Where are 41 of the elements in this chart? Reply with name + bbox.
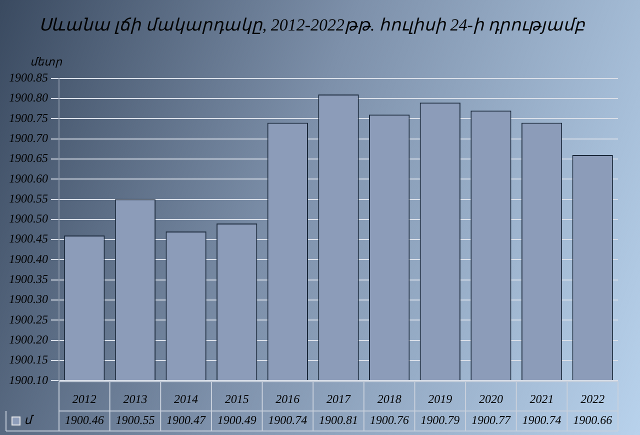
data-label: 1900.76 — [370, 413, 409, 428]
y-axis-title: մետր — [30, 56, 63, 68]
x-tick-label: 2016 — [276, 392, 300, 406]
x-tick-label: 2018 — [377, 392, 402, 406]
x-tick-label: 2017 — [326, 392, 352, 406]
y-tick-label: 1900.35 — [9, 272, 48, 286]
y-tick-label: 1900.20 — [9, 332, 48, 346]
y-tick-label: 1900.70 — [9, 130, 48, 145]
x-tick-label: 2020 — [478, 392, 503, 406]
data-label: 1900.79 — [420, 413, 460, 428]
x-tick-label: 2022 — [580, 392, 605, 406]
data-label: 1900.74 — [268, 413, 308, 428]
data-label: 1900.81 — [319, 413, 358, 428]
y-tick-label: 1900.40 — [9, 252, 48, 266]
y-tick-label: 1900.50 — [9, 212, 48, 226]
y-tick-label: 1900.45 — [9, 232, 48, 246]
x-tick-label: 2019 — [428, 392, 452, 406]
y-tick-label: 1900.25 — [9, 312, 48, 326]
y-tick-label: 1900.65 — [9, 151, 48, 166]
data-label: 1900.47 — [166, 413, 207, 428]
y-tick-label: 1900.55 — [9, 191, 48, 206]
y-tick-label: 1900.10 — [9, 372, 48, 387]
data-label: 1900.77 — [471, 413, 512, 428]
chart-title: Սևանա լճի մակարդակը, 2012-2022թթ. հուլիսի 24-ի դրությամբ — [38, 16, 586, 35]
y-tick-label: 1900.80 — [9, 90, 48, 105]
x-tick-label: 2015 — [224, 392, 249, 406]
y-tick-label: 1900.85 — [9, 70, 48, 85]
data-label: 1900.46 — [64, 413, 104, 428]
legend-label: մ — [24, 413, 35, 428]
data-label: 1900.55 — [116, 413, 155, 428]
y-tick-label: 1900.60 — [9, 171, 48, 186]
y-tick-label: 1900.75 — [9, 110, 48, 125]
data-label: 1900.74 — [522, 413, 562, 428]
data-label: 1900.66 — [573, 413, 612, 428]
x-tick-label: 2013 — [123, 392, 148, 406]
x-tick-label: 2014 — [174, 392, 198, 406]
x-tick-label: 2012 — [72, 392, 96, 406]
y-tick-label: 1900.15 — [9, 352, 48, 367]
data-label: 1900.49 — [217, 413, 256, 428]
x-tick-label: 2021 — [530, 392, 554, 406]
y-tick-label: 1900.30 — [9, 292, 48, 306]
